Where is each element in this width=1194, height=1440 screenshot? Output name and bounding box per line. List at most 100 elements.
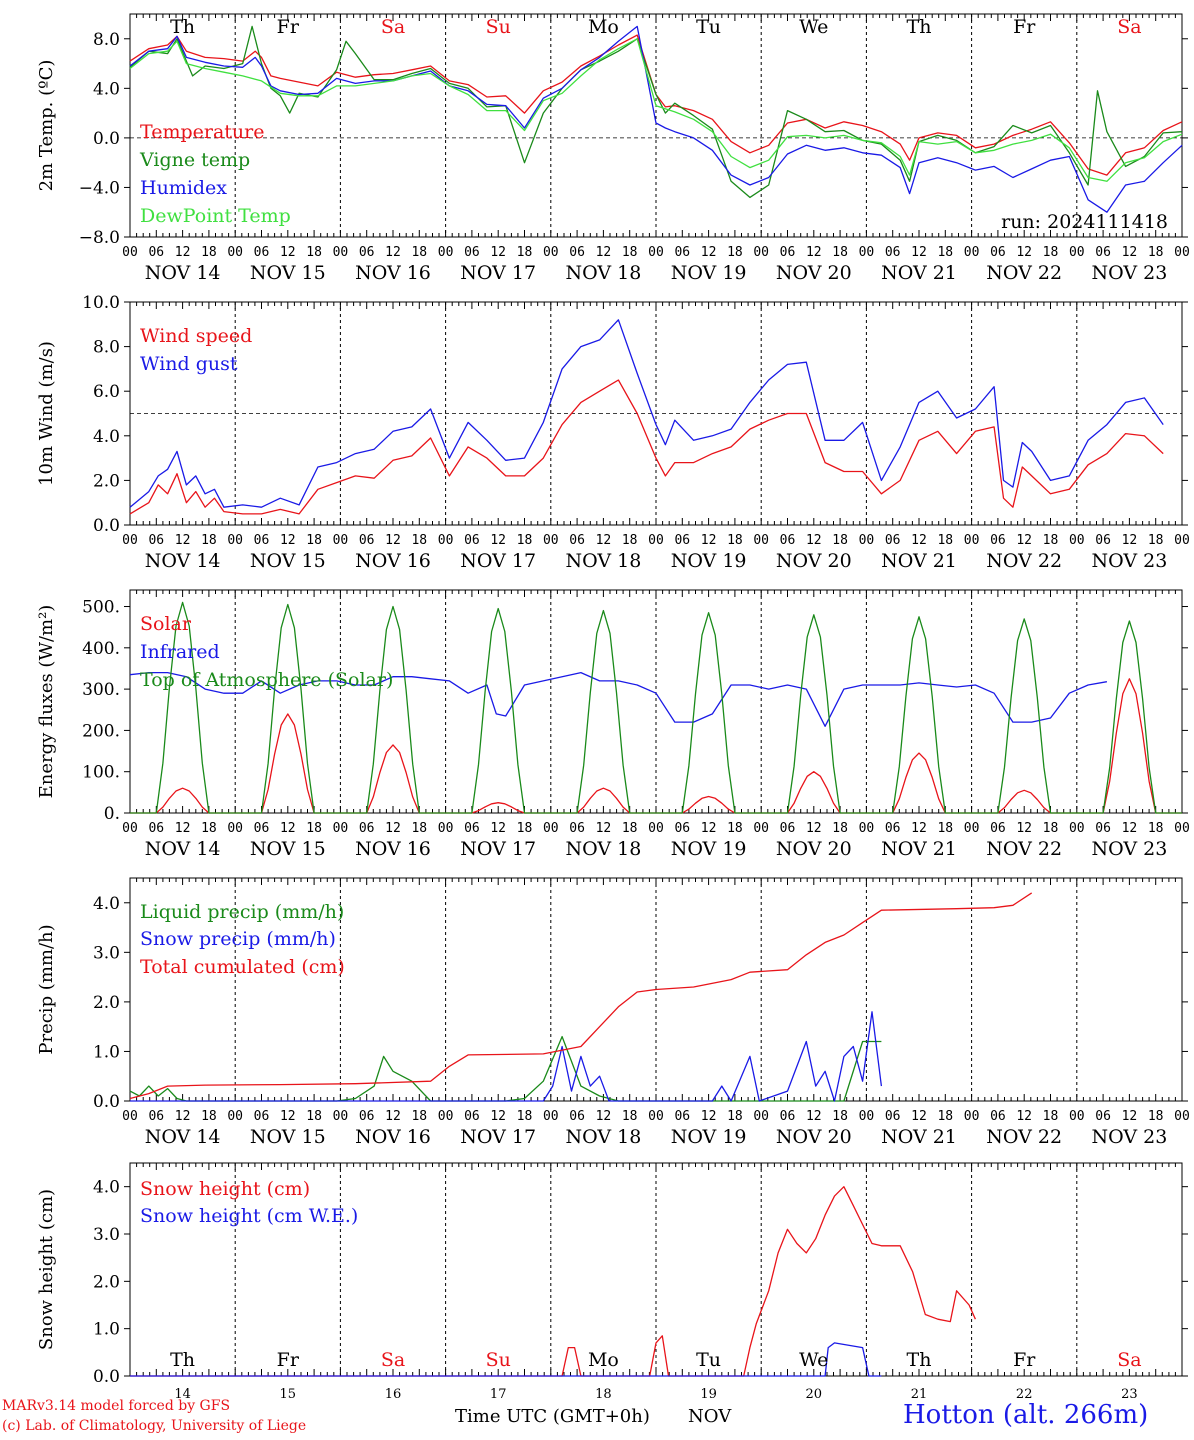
y-tick-label: 300.: [82, 680, 120, 700]
hour-label: 12: [701, 245, 717, 260]
hour-label: 12: [280, 1109, 296, 1124]
hour-label: 06: [885, 1109, 901, 1124]
y-tick-label: −8.0: [79, 228, 120, 248]
station-name: Hotton (alt. 266m): [903, 1400, 1149, 1430]
y-tick-label: 2.0: [93, 1272, 120, 1292]
day-name-bottom: Tu: [696, 1349, 721, 1371]
hour-label: 06: [464, 533, 480, 548]
date-label: NOV 19: [671, 838, 747, 860]
hour-label: 12: [175, 1109, 191, 1124]
y-tick-label: 0.0: [93, 129, 120, 149]
hour-label: 00: [964, 245, 980, 260]
hour-label: 12: [596, 533, 612, 548]
date-label: NOV 18: [565, 262, 641, 284]
hour-label: 12: [490, 821, 506, 836]
date-label: NOV 22: [986, 262, 1062, 284]
hour-label: 00: [122, 533, 138, 548]
hour-label: 06: [148, 533, 164, 548]
hour-label: 06: [359, 533, 375, 548]
date-label: NOV 18: [565, 550, 641, 572]
legend-entry: Top of Atmosphere (Solar): [140, 669, 393, 691]
hour-label: 06: [569, 1109, 585, 1124]
hour-label: 12: [806, 245, 822, 260]
hour-label: 06: [674, 1109, 690, 1124]
date-label: NOV 21: [881, 1126, 957, 1148]
day-name-top: We: [799, 16, 828, 38]
day-number-label: 16: [385, 1387, 402, 1402]
date-label: NOV 15: [250, 550, 326, 572]
hour-label: 12: [1016, 533, 1032, 548]
hour-label: 00: [1174, 533, 1190, 548]
date-label: NOV 22: [986, 550, 1062, 572]
date-label: NOV 23: [1091, 1126, 1167, 1148]
day-number-label: 23: [1121, 1387, 1138, 1402]
legend-entry: Infrared: [140, 641, 220, 663]
hour-label: 00: [227, 245, 243, 260]
date-label: NOV 16: [355, 550, 431, 572]
hour-label: 06: [674, 533, 690, 548]
hour-label: 06: [1095, 1109, 1111, 1124]
hour-label: 12: [280, 533, 296, 548]
hour-label: 06: [780, 821, 796, 836]
hour-label: 06: [148, 1109, 164, 1124]
hour-label: 06: [254, 245, 270, 260]
date-label: NOV 23: [1091, 550, 1167, 572]
hour-label: 12: [385, 533, 401, 548]
credit-line-2: (c) Lab. of Climatology, University of L…: [2, 1418, 307, 1434]
day-name-top: Su: [486, 16, 511, 38]
hour-label: 12: [911, 533, 927, 548]
hour-label: 12: [280, 821, 296, 836]
hour-label: 00: [227, 821, 243, 836]
hour-label: 06: [1095, 821, 1111, 836]
legend-entry: Snow height (cm W.E.): [140, 1205, 358, 1227]
hour-label: 00: [964, 533, 980, 548]
series-line-snow-precip-mm-h-: [130, 1011, 883, 1102]
hour-label: 06: [464, 821, 480, 836]
hour-label: 12: [911, 821, 927, 836]
date-label: NOV 17: [460, 1126, 536, 1148]
y-tick-label: 2.0: [93, 993, 120, 1013]
day-name-top: Fr: [1013, 16, 1036, 38]
legend-entry: Snow precip (mm/h): [140, 928, 336, 950]
hour-label: 18: [411, 1109, 427, 1124]
hour-label: 06: [674, 821, 690, 836]
hour-label: 06: [885, 533, 901, 548]
hour-label: 00: [964, 1109, 980, 1124]
series-line-humidex: [129, 25, 1183, 213]
hour-label: 12: [280, 245, 296, 260]
y-tick-label: 200.: [82, 721, 120, 741]
y-tick-label: 8.0: [93, 338, 120, 358]
date-label: NOV 23: [1091, 838, 1167, 860]
hour-label: 12: [385, 245, 401, 260]
hour-label: 06: [359, 245, 375, 260]
date-label: NOV 18: [565, 1126, 641, 1148]
day-number-label: 14: [174, 1387, 191, 1402]
hour-label: 00: [122, 821, 138, 836]
time-axis-label: Time UTC (GMT+0h): [455, 1406, 650, 1427]
hour-label: 00: [859, 533, 875, 548]
hour-label: 06: [780, 245, 796, 260]
hour-label: 12: [490, 245, 506, 260]
hour-label: 00: [438, 533, 454, 548]
day-number-label: 22: [1016, 1387, 1033, 1402]
legend-entry: Total cumulated (cm): [140, 956, 345, 978]
hour-label: 00: [1069, 533, 1085, 548]
series-line-wind-speed: [129, 379, 1164, 515]
hour-ticks: [129, 590, 1183, 813]
hour-label: 18: [411, 821, 427, 836]
y-tick-label: 100.: [82, 763, 120, 783]
hour-label: 18: [937, 245, 953, 260]
y-tick-label: 1.0: [93, 1320, 120, 1340]
y-tick-label: 10.0: [82, 293, 120, 313]
hour-label: 00: [122, 1109, 138, 1124]
hour-label: 18: [727, 245, 743, 260]
day-number-label: 18: [595, 1387, 612, 1402]
hour-label: 12: [175, 821, 191, 836]
hour-label: 18: [1148, 1109, 1164, 1124]
plot-frame: [129, 589, 1183, 814]
hour-label: 06: [780, 1109, 796, 1124]
hour-label: 18: [201, 245, 217, 260]
hour-label: 00: [333, 821, 349, 836]
hour-label: 00: [859, 245, 875, 260]
hour-label: 18: [832, 533, 848, 548]
